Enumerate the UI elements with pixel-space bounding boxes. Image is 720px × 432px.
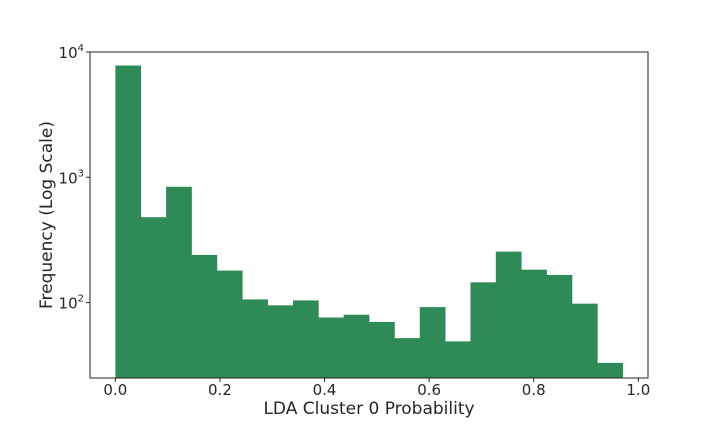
x-tick-label-1: 0.2 [208,381,232,399]
x-tick-label-4: 0.8 [522,381,546,399]
histogram-bar-0 [115,65,142,378]
histogram-bar-5 [242,299,268,378]
histogram-bar-16 [521,269,547,378]
histogram-bar-17 [546,274,573,378]
histogram-bar-4 [216,270,243,378]
x-ticks: 0.0 0.2 0.4 0.6 0.8 1.0 [103,378,650,399]
y-tick-label-2: 104 [59,43,84,62]
histogram-bar-19 [597,362,624,378]
histogram-bar-3 [191,254,218,378]
histogram-bar-8 [318,317,345,378]
plot-frame [89,51,649,379]
y-ticks: 102 103 104 [59,43,90,313]
histogram-bar-9 [343,314,370,378]
histogram-bar-18 [571,303,598,378]
histogram-bar-10 [369,321,395,378]
histogram-bar-1 [140,217,167,378]
y-tick-label-1: 103 [59,168,84,187]
histogram-bar-7 [292,300,319,378]
x-axis-label: LDA Cluster 0 Probability [263,399,474,419]
histogram-bar-2 [166,186,192,378]
histogram-bar-12 [419,307,446,378]
x-tick-label-0: 0.0 [103,381,127,399]
y-tick-label-0: 102 [59,294,84,313]
y-axis-label: Frequency (Log Scale) [37,121,57,309]
histogram-bar-13 [445,341,471,378]
histogram-bar-11 [394,338,421,378]
histogram-bar-15 [495,251,522,378]
x-tick-label-5: 1.0 [626,381,650,399]
bars [115,65,624,378]
histogram-bar-14 [470,282,497,378]
histogram-bar-6 [267,305,294,378]
x-tick-label-2: 0.4 [313,381,337,399]
x-tick-label-3: 0.6 [417,381,441,399]
